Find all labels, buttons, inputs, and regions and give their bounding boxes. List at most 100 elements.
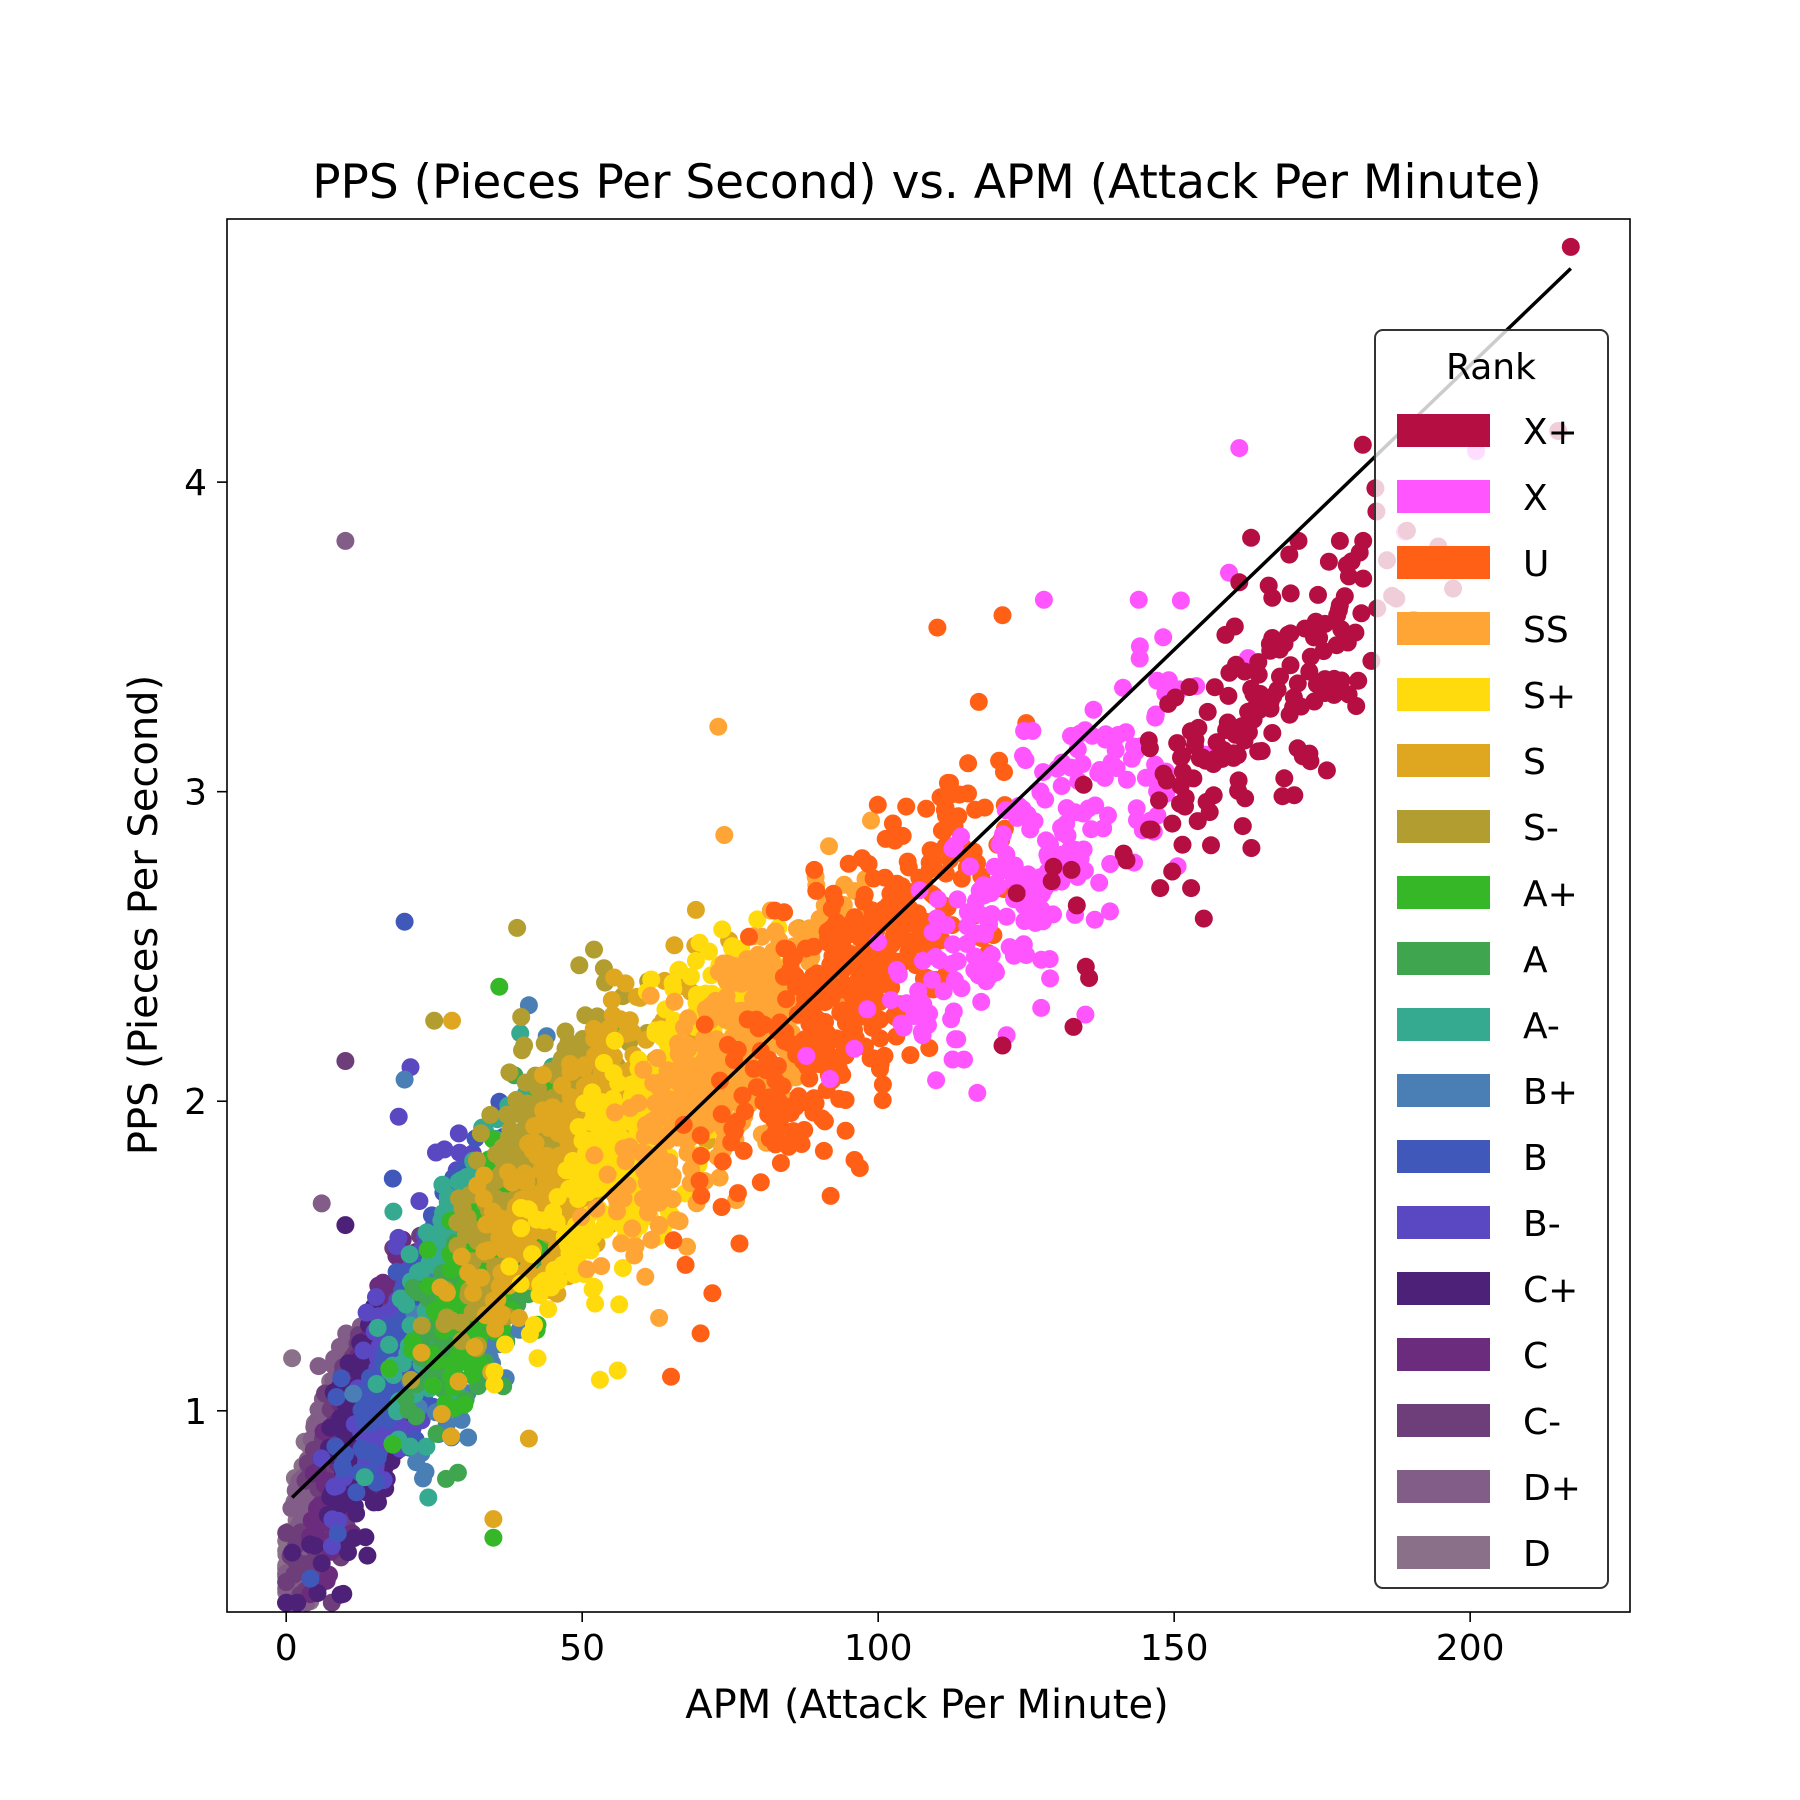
data-point: [1202, 836, 1220, 855]
data-point: [402, 1370, 421, 1389]
data-point: [561, 1055, 579, 1073]
data-point: [755, 982, 774, 1000]
data-point: [748, 910, 767, 929]
data-point: [400, 1245, 419, 1264]
legend-swatch: [1397, 612, 1490, 645]
data-point: [971, 905, 990, 924]
data-point: [1352, 604, 1371, 623]
data-point: [344, 1384, 363, 1403]
data-point: [671, 1093, 690, 1112]
data-point: [481, 1105, 500, 1124]
data-point: [384, 1202, 403, 1221]
data-point: [433, 1175, 452, 1194]
data-point: [943, 839, 962, 858]
data-point: [850, 916, 869, 935]
data-point: [1293, 747, 1312, 766]
data-point: [946, 1030, 965, 1049]
trend-line: [290, 267, 1573, 1499]
data-point: [573, 1170, 592, 1189]
data-point: [868, 795, 887, 814]
data-point: [353, 1441, 372, 1460]
data-point: [892, 897, 911, 916]
data-point: [934, 982, 953, 1001]
data-point: [1150, 791, 1168, 810]
data-point: [1021, 820, 1040, 839]
data-point: [1354, 531, 1373, 550]
data-point: [654, 1075, 672, 1094]
data-point: [560, 1244, 579, 1263]
data-point: [1349, 671, 1368, 690]
data-point: [595, 1217, 614, 1236]
data-point: [770, 1013, 789, 1032]
data-point: [496, 1335, 515, 1354]
data-point: [574, 1059, 593, 1078]
data-point: [512, 1219, 531, 1238]
data-point: [1117, 770, 1136, 789]
data-point: [794, 1031, 812, 1050]
data-point: [623, 1023, 642, 1042]
data-point: [518, 1200, 537, 1219]
data-point: [1166, 688, 1185, 707]
data-point: [1064, 1017, 1083, 1036]
data-point: [1173, 835, 1192, 854]
data-point: [467, 1151, 486, 1170]
data-point: [779, 1133, 798, 1152]
data-point: [326, 1437, 345, 1456]
data-point: [484, 1510, 503, 1529]
data-point: [312, 1194, 331, 1213]
data-point: [833, 978, 852, 997]
data-point: [309, 1357, 328, 1376]
x-tick-label: 50: [559, 1628, 605, 1669]
data-point: [352, 1401, 371, 1420]
data-point: [833, 937, 852, 955]
data-point: [1073, 755, 1092, 773]
data-point: [336, 1052, 355, 1070]
data-point: [1180, 678, 1199, 697]
data-point: [357, 1303, 376, 1322]
data-point: [769, 1091, 787, 1110]
data-point: [943, 935, 962, 954]
data-point: [605, 1103, 624, 1122]
data-point: [997, 907, 1016, 926]
data-point: [614, 1139, 633, 1158]
data-point: [777, 990, 796, 1009]
data-point: [471, 1124, 490, 1143]
data-point: [608, 1361, 627, 1380]
data-point: [1130, 649, 1149, 668]
data-point: [695, 1037, 714, 1056]
data-point: [449, 1372, 468, 1391]
data-point: [608, 1190, 626, 1209]
data-point: [382, 1316, 401, 1335]
data-point: [412, 1343, 431, 1362]
data-point: [738, 950, 756, 969]
data-point: [457, 1225, 476, 1244]
data-point: [710, 1168, 729, 1187]
data-point: [1122, 749, 1141, 768]
data-point: [1309, 585, 1327, 604]
data-point: [410, 1192, 429, 1211]
data-point: [919, 1016, 937, 1034]
data-point: [941, 774, 959, 792]
data-point: [283, 1543, 302, 1562]
data-point: [871, 1029, 890, 1048]
x-tick-label: 0: [275, 1628, 298, 1669]
data-point: [534, 1101, 553, 1120]
data-point: [1279, 625, 1297, 644]
data-point: [882, 991, 900, 1010]
data-point: [650, 1193, 668, 1212]
data-point: [417, 1223, 436, 1242]
data-point: [598, 1165, 617, 1184]
data-point: [286, 1494, 305, 1513]
data-point: [308, 1584, 327, 1603]
data-point: [380, 1335, 399, 1354]
data-point: [1084, 700, 1103, 719]
data-point: [703, 1284, 722, 1303]
data-point: [484, 1528, 503, 1547]
data-point: [1264, 686, 1283, 705]
data-point: [686, 900, 705, 919]
data-point: [1074, 840, 1093, 859]
data-point: [686, 951, 705, 970]
x-tick-label: 100: [844, 1628, 913, 1669]
